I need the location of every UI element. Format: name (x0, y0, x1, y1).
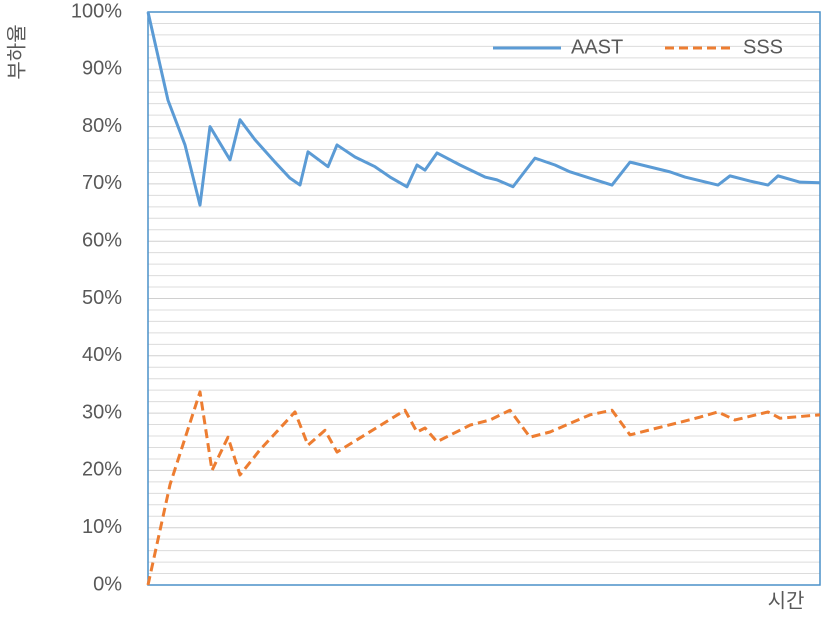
series-line (146, 390, 821, 586)
y-tick-label: 60% (82, 229, 122, 251)
y-tick-label: 10% (82, 516, 122, 538)
y-tick-label: 80% (82, 115, 122, 137)
series-line (146, 11, 821, 207)
y-tick-label: 20% (82, 459, 122, 481)
plot-frame (147, 11, 821, 586)
y-tick-label: 40% (82, 344, 122, 366)
y-tick-label: 70% (82, 172, 122, 194)
y-tick-label: 30% (82, 401, 122, 423)
y-tick-label: 100% (71, 0, 122, 22)
x-axis-label: 시간 (768, 589, 805, 612)
y-tick-label: 0% (93, 573, 122, 595)
legend-label: SSS (743, 36, 783, 58)
y-axis-label: 부하율 (5, 24, 28, 79)
y-tick-label: 50% (82, 287, 122, 309)
legend-label: AAST (571, 36, 623, 58)
y-tick-label: 90% (82, 58, 122, 80)
